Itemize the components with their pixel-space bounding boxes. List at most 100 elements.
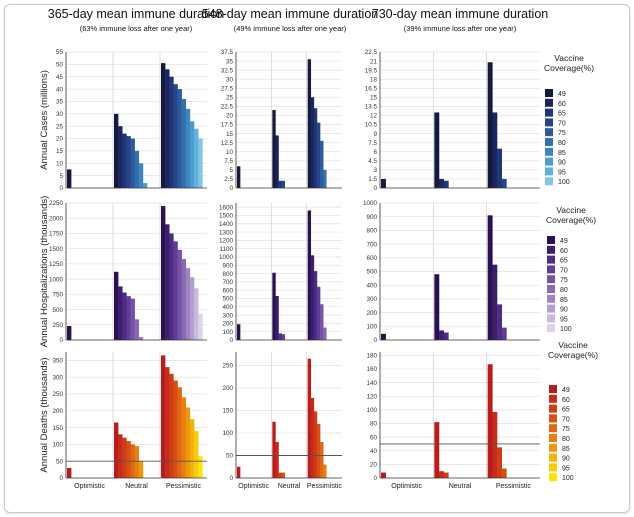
tick-label: 2.5 bbox=[224, 176, 233, 183]
tick-label: 16.5 bbox=[365, 85, 378, 92]
tick-label: 120 bbox=[366, 393, 377, 400]
tick-label: 40 bbox=[56, 86, 64, 93]
tick-label: 0 bbox=[229, 185, 233, 192]
tick-label: 12 bbox=[370, 113, 378, 120]
x-tick-label: Optimistic bbox=[238, 483, 269, 490]
bar-pessimistic-65 bbox=[169, 373, 174, 478]
legend-swatch-60 bbox=[549, 394, 557, 403]
tick-label: 1.5 bbox=[368, 176, 377, 183]
tick-label: 250 bbox=[52, 391, 63, 398]
tick-label: 0 bbox=[373, 475, 377, 482]
legend-swatch-85 bbox=[545, 147, 553, 156]
tick-label: 5 bbox=[229, 167, 233, 174]
tick-label: 7.5 bbox=[224, 158, 233, 165]
legend-label: 60 bbox=[558, 101, 566, 108]
bar-pessimistic-60 bbox=[165, 224, 170, 340]
legend-swatch-70 bbox=[547, 265, 555, 274]
tick-label: 180 bbox=[366, 353, 377, 360]
bar-neutral-65 bbox=[443, 472, 449, 478]
bar-neutral-49 bbox=[272, 110, 276, 188]
bar-neutral-75 bbox=[130, 138, 135, 188]
tick-label: 40 bbox=[370, 448, 378, 455]
bar-pessimistic-49 bbox=[307, 59, 312, 189]
bar-neutral-49 bbox=[272, 421, 276, 478]
bar-pessimistic-60 bbox=[492, 264, 498, 340]
legend-title: Coverage(%) bbox=[548, 350, 598, 360]
legend-label: 70 bbox=[560, 267, 568, 274]
tick-label: 30 bbox=[56, 111, 64, 118]
tick-label: 1400 bbox=[219, 221, 234, 228]
bar-pessimistic-70 bbox=[173, 380, 178, 478]
legend-swatch-95 bbox=[549, 463, 557, 472]
tick-label: 15 bbox=[226, 131, 234, 138]
tick-label: 300 bbox=[52, 374, 63, 381]
column-title: 548-day mean immune duration bbox=[202, 7, 379, 21]
bar-pessimistic-65 bbox=[169, 233, 174, 340]
tick-label: 22.5 bbox=[221, 104, 234, 111]
column-title: 730-day mean immune duration bbox=[372, 7, 549, 21]
column-subtitle: (63% immune loss after one year) bbox=[80, 24, 193, 33]
bar-pessimistic-100 bbox=[198, 456, 203, 478]
legend-label: 95 bbox=[560, 316, 568, 323]
tick-label: 100 bbox=[52, 442, 63, 449]
bar-pessimistic-65 bbox=[169, 76, 174, 188]
legend-swatch-70 bbox=[549, 414, 557, 423]
tick-label: 45 bbox=[56, 74, 64, 81]
legend-swatch-75 bbox=[545, 128, 553, 137]
tick-label: 15 bbox=[370, 95, 378, 102]
legend-label: 75 bbox=[558, 130, 566, 137]
legend-title: Coverage(%) bbox=[544, 63, 594, 73]
tick-label: 35 bbox=[226, 58, 234, 65]
bar-pessimistic-80 bbox=[181, 98, 187, 188]
tick-label: 10 bbox=[226, 149, 234, 156]
tick-label: 55 bbox=[56, 49, 64, 56]
tick-label: 10 bbox=[56, 160, 64, 167]
bar-optimistic-49 bbox=[67, 169, 72, 188]
bar-optimistic-49 bbox=[237, 324, 241, 340]
tick-label: 4.5 bbox=[368, 158, 377, 165]
bar-optimistic-49 bbox=[381, 472, 386, 478]
bar-pessimistic-60 bbox=[310, 97, 315, 188]
tick-label: 200 bbox=[52, 408, 63, 415]
bar-neutral-60 bbox=[439, 178, 444, 188]
tick-label: 0 bbox=[59, 185, 63, 192]
legend-label: 85 bbox=[562, 446, 570, 453]
tick-label: 300 bbox=[222, 312, 233, 319]
bar-pessimistic-100 bbox=[198, 138, 203, 188]
tick-label: 20 bbox=[370, 462, 378, 469]
tick-label: 1000 bbox=[49, 276, 64, 283]
legend-swatch-85 bbox=[549, 443, 557, 452]
bar-neutral-70 bbox=[126, 136, 131, 188]
bar-neutral-60 bbox=[275, 135, 279, 188]
tick-label: 0 bbox=[229, 337, 233, 344]
bar-neutral-49 bbox=[114, 422, 119, 478]
bar-optimistic-49 bbox=[381, 178, 386, 188]
bar-pessimistic-95 bbox=[194, 288, 199, 340]
tick-label: 100 bbox=[366, 324, 377, 331]
tick-label: 15 bbox=[56, 148, 64, 155]
bar-neutral-70 bbox=[281, 334, 286, 340]
bar-neutral-60 bbox=[439, 330, 444, 340]
bar-pessimistic-49 bbox=[307, 210, 312, 340]
column-subtitle: (39% immune loss after one year) bbox=[404, 24, 517, 33]
tick-label: 1300 bbox=[219, 229, 234, 236]
x-tick-label: Neutral bbox=[278, 483, 301, 490]
legend-swatch-65 bbox=[545, 108, 553, 117]
bar-pessimistic-49 bbox=[307, 358, 312, 478]
bar-neutral-85 bbox=[138, 461, 144, 478]
bar-neutral-49 bbox=[114, 113, 119, 188]
bar-neutral-70 bbox=[126, 441, 131, 478]
tick-label: 100 bbox=[222, 430, 233, 437]
bar-neutral-65 bbox=[278, 180, 282, 188]
bar-neutral-49 bbox=[114, 271, 119, 340]
tick-label: 22.5 bbox=[365, 49, 378, 56]
tick-label: 10.5 bbox=[365, 122, 378, 129]
legend-title: Vaccine bbox=[554, 53, 584, 63]
bar-neutral-49 bbox=[434, 274, 440, 340]
column-title: 365-day mean immune duration bbox=[48, 7, 225, 21]
tick-label: 35 bbox=[56, 99, 64, 106]
bar-pessimistic-60 bbox=[310, 397, 315, 478]
legend-label: 80 bbox=[562, 436, 570, 443]
legend-label: 65 bbox=[558, 111, 566, 118]
legend-label: 100 bbox=[562, 475, 574, 482]
